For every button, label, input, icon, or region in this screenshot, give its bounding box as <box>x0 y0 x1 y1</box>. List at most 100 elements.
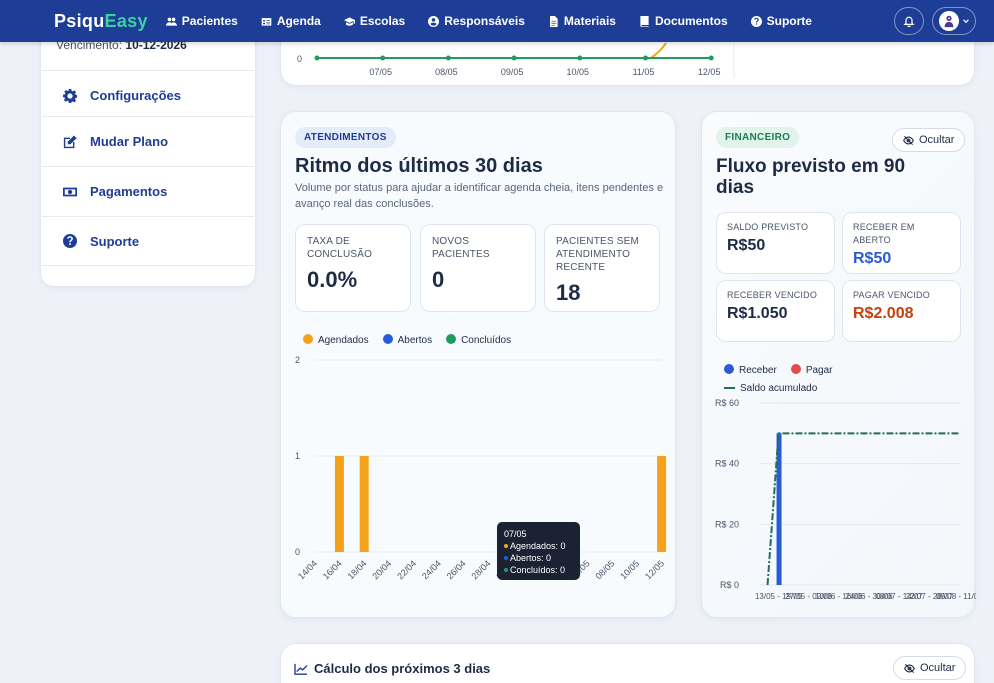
sidebar-item-configuracoes[interactable]: Configurações <box>42 70 254 120</box>
users-icon <box>165 17 177 26</box>
atendimentos-badge: ATENDIMENTOS <box>295 127 396 148</box>
user-menu-button[interactable] <box>932 7 976 35</box>
nav-item-responsaveis[interactable]: Responsáveis <box>428 14 525 28</box>
sidebar-item-label: Pagamentos <box>90 184 168 199</box>
nav-label: Agenda <box>276 14 321 28</box>
legend-swatch <box>790 364 801 374</box>
tooltip-swatch <box>504 556 508 560</box>
metric-pagar-vencido: PAGAR VENCIDO R$2.008 <box>842 280 961 342</box>
legend-item-pagar[interactable]: Pagar <box>790 364 833 376</box>
nav-item-documentos[interactable]: Documentos <box>639 14 728 28</box>
school-icon <box>343 16 355 26</box>
nav-item-pacientes[interactable]: Pacientes <box>165 14 238 28</box>
bar[interactable] <box>359 456 369 552</box>
nav-item-agenda[interactable]: Agenda <box>261 14 321 28</box>
sidebar-item-pagamentos[interactable]: Pagamentos <box>42 166 254 216</box>
bar[interactable] <box>334 456 344 552</box>
x-tick-label: 26/04 <box>445 558 468 581</box>
x-tick-label: 08/05 <box>593 558 616 581</box>
legend-label: Pagar <box>805 365 833 376</box>
logo-text-part1: Psiqu <box>54 10 105 31</box>
saldo-acumulado-line <box>766 432 960 586</box>
metric-label: SALDO PREVISTO <box>727 222 809 232</box>
legend-swatch <box>724 387 735 389</box>
calculo-title: Cálculo dos próximos 3 dias <box>314 661 491 676</box>
notifications-button[interactable] <box>894 7 924 35</box>
legend-label: Receber <box>739 365 777 376</box>
tooltip-line-agendados: Agendados: 0 <box>504 540 573 552</box>
tooltip-line-concluidos: Concluídos: 0 <box>504 564 573 576</box>
bar-receber[interactable] <box>776 433 782 585</box>
calculo-header: Cálculo dos próximos 3 dias <box>294 661 490 676</box>
legend-item-concluidos[interactable]: Concluídos <box>446 334 511 346</box>
sidebar-item-mudar-plano[interactable]: Mudar Plano <box>42 116 254 166</box>
x-tick-label: 13/05 - 19/05 <box>755 592 803 601</box>
nav-item-suporte[interactable]: Suporte <box>750 14 812 28</box>
book-icon <box>640 15 649 27</box>
nav-label: Materiais <box>563 14 616 28</box>
sidebar-item-label: Configurações <box>90 88 182 103</box>
tooltip-date: 07/05 <box>504 529 527 539</box>
help-icon <box>63 234 77 248</box>
sidebar-item-label: Suporte <box>90 233 140 249</box>
x-tick-label: 20/04 <box>370 558 393 581</box>
metric-receber-em-aberto: RECEBER EM ABERTO R$50 <box>842 212 961 274</box>
bell-icon <box>903 16 915 27</box>
metric-pacientes-sem-atendimento: PACIENTES SEM ATENDIMENTO RECENTE 18 <box>544 224 660 312</box>
top-chart-point <box>708 55 714 61</box>
x-tick-label: 24/04 <box>420 558 443 581</box>
financeiro-title: Fluxo previsto em 90 dias <box>716 156 906 198</box>
calendar-icon <box>261 17 272 26</box>
atendimentos-subtitle: Volume por status para ajudar a identifi… <box>295 182 664 210</box>
x-tick-label: 16/04 <box>321 558 344 581</box>
app-logo[interactable]: PsiquEasy <box>54 11 148 32</box>
bar[interactable] <box>657 456 667 552</box>
tooltip-text: Abertos: 0 <box>510 553 552 563</box>
legend-item-agendados[interactable]: Agendados <box>303 334 369 346</box>
gear-icon <box>63 88 77 103</box>
tooltip-line-abertos: Abertos: 0 <box>504 552 573 564</box>
x-tick-label: 08/07 - 14/07 <box>876 592 924 601</box>
y-tick-label: R$ 40 <box>715 459 739 469</box>
x-tick-label: 12/05 <box>643 558 666 581</box>
user-circle-icon <box>428 15 440 27</box>
legend-item-abertos[interactable]: Abertos <box>382 334 432 346</box>
top-chart-point <box>511 55 517 61</box>
top-navbar: PsiquEasy Pacientes Agenda Escolas Respo… <box>0 0 994 42</box>
metric-value: 0.0% <box>307 267 358 292</box>
metric-value: R$1.050 <box>727 305 788 322</box>
x-tick-label: 28/04 <box>470 558 493 581</box>
nav-item-materiais[interactable]: Materiais <box>548 14 616 28</box>
chart-tooltip: 07/05 Agendados: 0 Abertos: 0 Concluídos… <box>497 522 580 580</box>
hide-label: Ocultar <box>919 134 955 146</box>
legend-item-receber[interactable]: Receber <box>724 364 777 376</box>
top-chart-x-tick: 08/05 <box>435 67 458 77</box>
nav-label: Pacientes <box>181 14 238 28</box>
x-tick-label: 24/06 - 30/06 <box>845 592 893 601</box>
nav-item-escolas[interactable]: Escolas <box>343 14 405 28</box>
logo-text-part2: Easy <box>104 10 148 31</box>
eye-slash-icon <box>904 663 915 673</box>
metric-taxa-conclusao: TAXA DE CONCLUSÃO 0.0% <box>295 224 411 312</box>
top-chart-x-tick: 11/05 <box>633 67 655 77</box>
metric-label: RECEBER VENCIDO <box>727 290 818 300</box>
top-chart-point <box>314 55 320 61</box>
calculo-hide-button[interactable]: Ocultar <box>893 656 967 680</box>
financeiro-hide-button[interactable]: Ocultar <box>892 128 966 152</box>
legend-label: Saldo acumulado <box>740 383 818 394</box>
metric-value: R$50 <box>727 237 766 254</box>
top-chart-y-tick: 0 <box>297 54 302 64</box>
legend-item-saldo-acumulado[interactable]: Saldo acumulado <box>724 383 817 394</box>
legend-swatch <box>446 334 457 344</box>
metric-value: 18 <box>556 280 581 305</box>
atendimentos-title: Ritmo dos últimos 30 dias <box>295 155 543 177</box>
nav-label: Suporte <box>766 14 812 28</box>
metric-label: RECEBER EM ABERTO <box>853 222 915 245</box>
y-tick-label: R$ 0 <box>720 580 739 590</box>
financeiro-legend: Receber Pagar Saldo acumulado <box>724 364 847 396</box>
legend-swatch <box>303 334 313 344</box>
x-tick-label: 27/05 - 02/06 <box>785 592 833 601</box>
sidebar-item-suporte[interactable]: Suporte <box>42 216 254 266</box>
tooltip-text: Agendados: 0 <box>510 541 566 551</box>
top-chart-point <box>577 55 583 61</box>
